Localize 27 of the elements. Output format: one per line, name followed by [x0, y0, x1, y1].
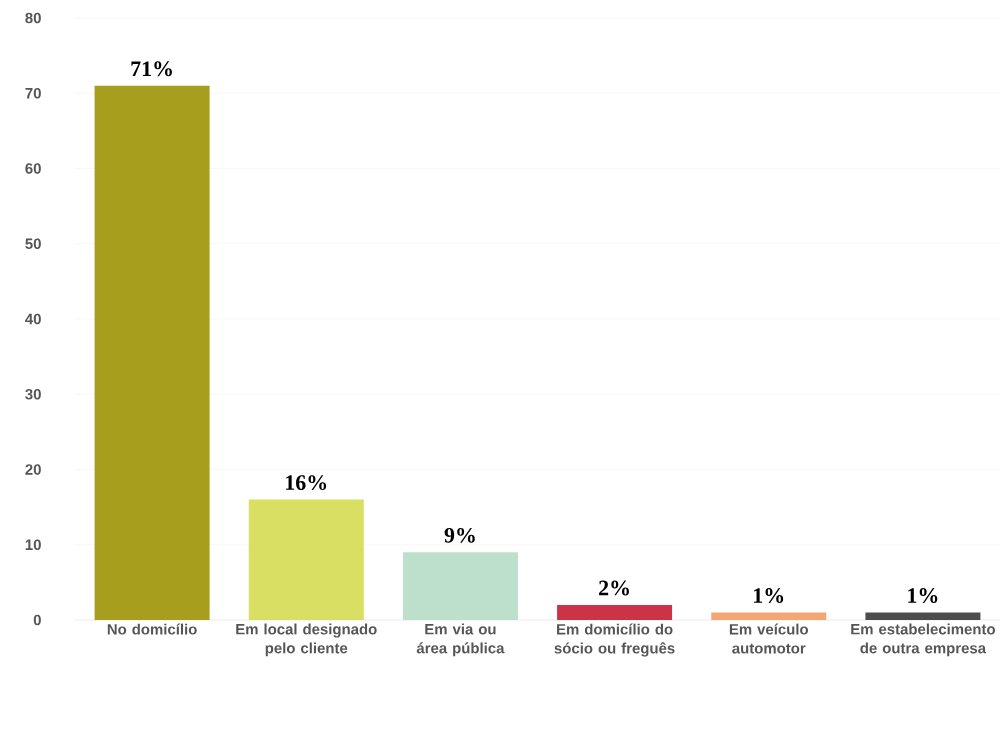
data-label: 1% — [908, 588, 938, 603]
x-tick-label: Em via ou área pública — [416, 623, 505, 657]
bar — [94, 85, 210, 620]
data-label: 2% — [599, 580, 629, 596]
x-tick-label: Em estabelecimento de outra empresa — [851, 623, 995, 657]
x-tick-label: No domicílio — [107, 623, 197, 635]
bar — [711, 612, 827, 620]
bar — [248, 499, 364, 620]
y-tick-label: 70 — [25, 87, 41, 99]
y-tick-label: 20 — [25, 464, 41, 475]
data-label: 16% — [286, 475, 327, 491]
bar — [557, 604, 673, 620]
bar — [865, 612, 981, 620]
data-label: 9% — [444, 527, 475, 543]
data-label: 71% — [131, 61, 172, 77]
x-tick-label: Em veículo automotor — [729, 623, 809, 654]
bar — [402, 552, 518, 620]
y-tick-label: 50 — [25, 238, 41, 250]
y-tick-label: 10 — [25, 539, 41, 551]
y-tick-label: 80 — [25, 12, 41, 24]
y-tick-label: 0 — [33, 614, 41, 626]
y-tick-label: 60 — [25, 163, 41, 174]
x-tick-label: Em domicílio do sócio ou freguês — [554, 623, 675, 657]
y-tick-label: 30 — [25, 388, 41, 400]
y-tick-label: 40 — [25, 313, 41, 325]
data-label: 1% — [754, 588, 784, 603]
x-tick-label: Em local designado pelo cliente — [236, 623, 377, 657]
